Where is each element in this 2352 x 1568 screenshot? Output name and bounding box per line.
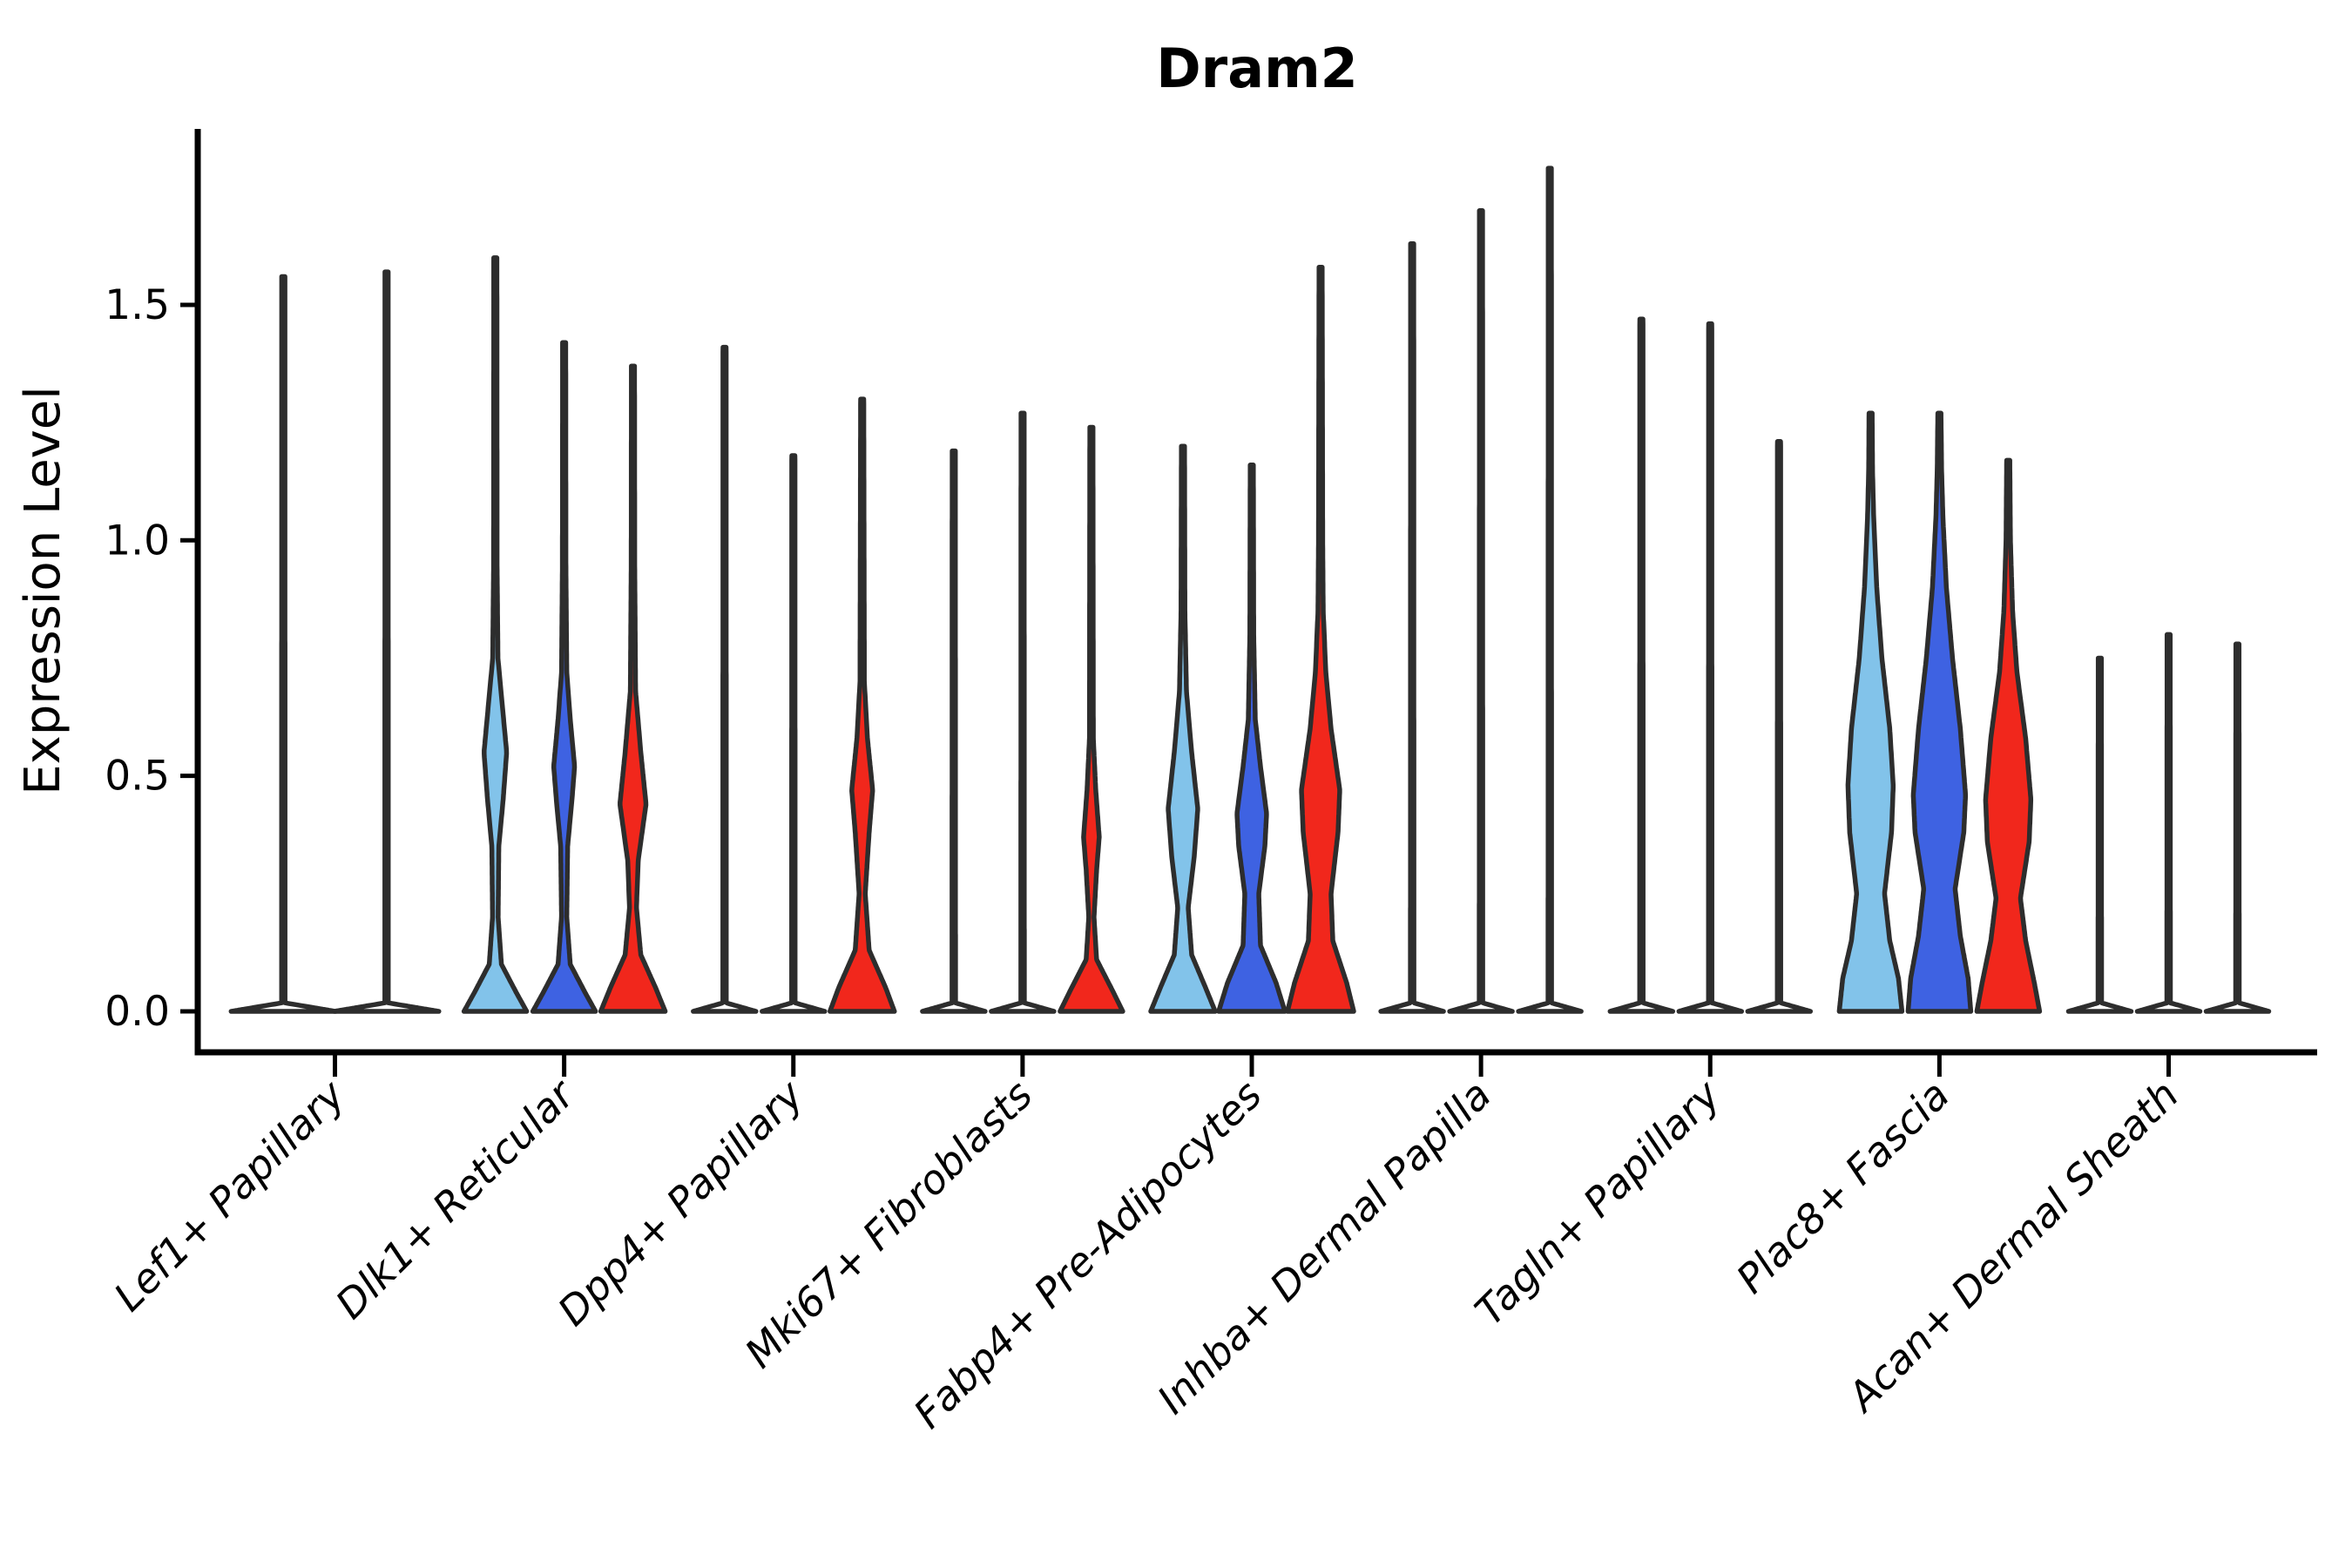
violin-tagln-papillary-s2 xyxy=(1745,439,1814,1014)
violin-mki67-fibroblasts-s0 xyxy=(920,448,988,1014)
violin-acan-dermal-sheath-s2 xyxy=(2203,641,2272,1014)
violin-acan-dermal-sheath-s0 xyxy=(2065,655,2134,1014)
violin-mki67-fibroblasts-s2 xyxy=(1058,424,1125,1014)
violin-inhba-dermal-papilla-s0 xyxy=(1378,240,1446,1014)
x-tick-label: Tagln+ Papillary xyxy=(1466,1071,1730,1335)
y-tick-label: 1.0 xyxy=(105,517,170,564)
violin-dpp4-papillary-s1 xyxy=(760,453,828,1014)
violin-lef1-papillary-s0 xyxy=(228,274,339,1014)
violin-fabp4-pre-adipocytes-s1 xyxy=(1216,463,1288,1014)
violin-acan-dermal-sheath-s1 xyxy=(2134,632,2203,1014)
x-tick-label: Dpp4+ Papillary xyxy=(549,1071,813,1335)
violins-layer xyxy=(228,166,2272,1014)
violin-plac8-fascia-s0 xyxy=(1836,410,1905,1014)
violin-fabp4-pre-adipocytes-s2 xyxy=(1285,264,1356,1014)
violin-plac8-fascia-s2 xyxy=(1974,457,2043,1014)
y-tick-label: 0.0 xyxy=(105,988,170,1036)
violin-plac8-fascia-s1 xyxy=(1905,410,1974,1014)
violin-tagln-papillary-s1 xyxy=(1676,321,1745,1014)
y-tick-label: 0.5 xyxy=(105,753,170,801)
violin-dlk1-reticular-s2 xyxy=(598,363,668,1014)
violin-dlk1-reticular-s0 xyxy=(461,255,530,1014)
chart-title: Dram2 xyxy=(1156,37,1358,100)
violin-tagln-papillary-s0 xyxy=(1607,316,1676,1014)
violin-dpp4-papillary-s2 xyxy=(828,396,897,1014)
violin-inhba-dermal-papilla-s1 xyxy=(1447,208,1515,1014)
axes-layer xyxy=(180,129,2317,1077)
x-tick-label: Plac8+ Fascia xyxy=(1727,1071,1958,1302)
x-tick-label: Lef1+ Papillary xyxy=(105,1071,354,1320)
x-tick-label: Dlk1+ Reticular xyxy=(327,1069,585,1328)
y-tick-label: 1.5 xyxy=(105,281,170,329)
violin-dpp4-papillary-s0 xyxy=(691,344,759,1014)
violin-inhba-dermal-papilla-s2 xyxy=(1516,166,1584,1014)
violin-mki67-fibroblasts-s1 xyxy=(989,410,1057,1014)
violin-fabp4-pre-adipocytes-s0 xyxy=(1148,443,1218,1014)
violin-lef1-papillary-s1 xyxy=(332,269,442,1014)
violin-dlk1-reticular-s1 xyxy=(530,340,598,1014)
y-axis-label: Expression Level xyxy=(15,386,71,795)
